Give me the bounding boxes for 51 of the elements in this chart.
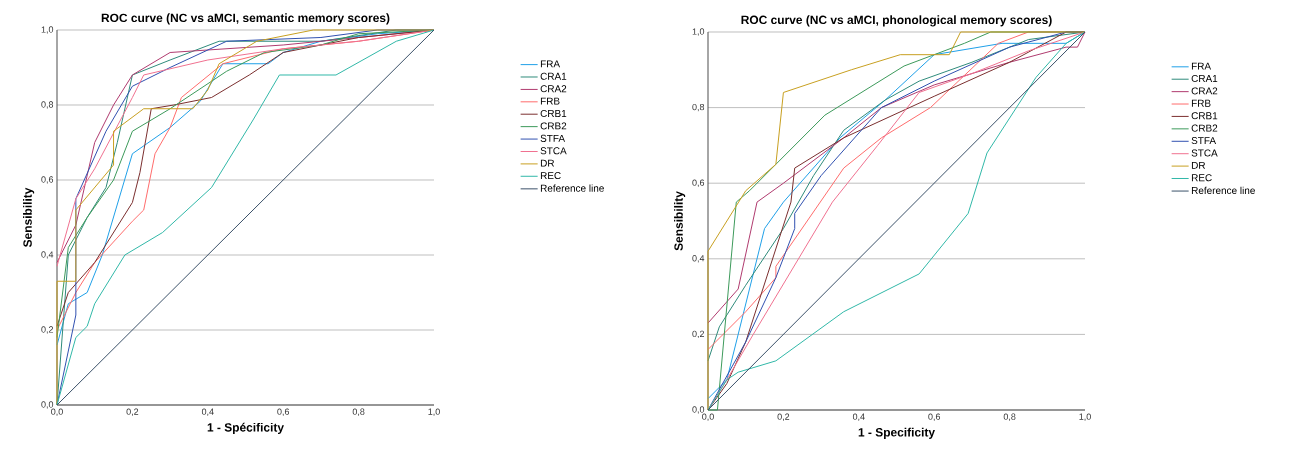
legend-label: STFA — [540, 134, 566, 142]
legend-label: REC — [1191, 174, 1212, 182]
x-tick-label: 0,2 — [777, 413, 790, 421]
y-tick-label: 0,4 — [692, 255, 705, 263]
x-tick-label: 0,6 — [928, 413, 941, 421]
legend-label: CRA2 — [1191, 87, 1218, 95]
legend-label: STFA — [1191, 137, 1217, 145]
legend-label: CRA2 — [540, 85, 567, 93]
y-tick-label: 0,2 — [692, 330, 705, 339]
x-axis-title: 1 - Specificity — [858, 427, 935, 439]
x-tick-label: 0,8 — [1003, 413, 1016, 421]
legend-label: STCA — [540, 147, 567, 155]
x-tick-label: 0,4 — [852, 413, 865, 421]
legend-label: DR — [1191, 161, 1206, 169]
legend-label: FRB — [540, 97, 560, 105]
y-axis-title: Sensibility — [674, 191, 686, 251]
x-tick-label: 1,0 — [1079, 413, 1091, 421]
legend-label: Reference line — [1191, 186, 1255, 195]
legend-label: FRB — [1191, 99, 1211, 107]
x-tick-label: 0,8 — [352, 408, 365, 416]
legend-label: FRA — [1191, 62, 1212, 70]
legend-label: REC — [540, 172, 561, 180]
chart-title: ROC curve (NC vs aMCI, semantic memory scores) — [101, 13, 390, 25]
legend-label: DR — [540, 159, 555, 167]
y-tick-label: 0,0 — [41, 401, 54, 409]
legend-label: Reference line — [540, 184, 604, 192]
x-tick-label: 0,0 — [702, 413, 714, 421]
x-tick-label: 0,4 — [201, 408, 214, 416]
y-tick-label: 0,8 — [692, 103, 705, 112]
y-tick-label: 1,0 — [692, 28, 705, 36]
x-tick-label: 0,2 — [126, 408, 139, 416]
x-tick-label: 0,0 — [51, 408, 63, 416]
legend-label: CRB2 — [540, 122, 567, 130]
x-axis-title: 1 - Spécificity — [207, 422, 284, 435]
legend-label: CRA1 — [540, 72, 567, 80]
y-tick-label: 0,6 — [41, 176, 54, 184]
x-tick-label: 1,0 — [428, 408, 440, 416]
y-tick-label: 0,2 — [41, 326, 54, 334]
legend-label: CRA1 — [1191, 74, 1218, 83]
y-tick-label: 1,0 — [41, 26, 54, 34]
legend-label: CRB1 — [540, 109, 567, 118]
x-tick-label: 0,6 — [277, 408, 290, 416]
legend-label: CRB2 — [1191, 124, 1218, 132]
y-tick-label: 0,4 — [41, 251, 54, 259]
legend-label: FRA — [540, 60, 561, 68]
legend-label: CRB1 — [1191, 112, 1218, 120]
y-tick-label: 0,6 — [692, 179, 705, 187]
chart-title: ROC curve (NC vs aMCI, phonological memory scores) — [741, 15, 1052, 27]
legend-label: STCA — [1191, 149, 1218, 157]
y-tick-label: 0,8 — [41, 101, 54, 109]
y-axis-title: Sensibility — [23, 187, 35, 248]
